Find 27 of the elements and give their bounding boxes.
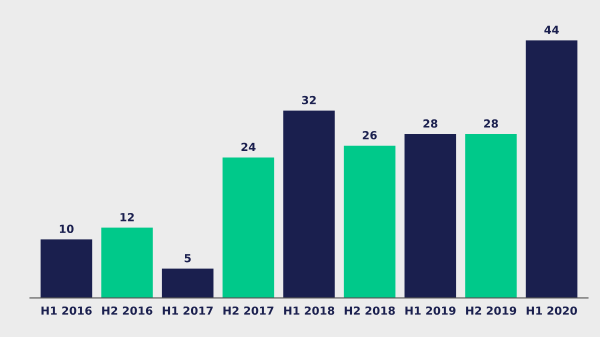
data-label: 26	[362, 131, 377, 140]
bar	[526, 40, 578, 298]
bar	[162, 268, 214, 298]
x-tick-label: H1 2017	[162, 306, 213, 315]
bar	[344, 146, 396, 298]
x-tick-label: H2 2018	[344, 306, 395, 315]
x-tick-label: H2 2016	[102, 306, 152, 315]
data-label: 12	[120, 212, 134, 222]
bar	[283, 110, 335, 298]
bar	[40, 239, 92, 298]
bar	[465, 134, 517, 298]
data-label: 28	[484, 119, 498, 128]
data-label: 5	[184, 254, 191, 262]
x-tick-label: H1 2018	[284, 306, 334, 315]
x-tick-label: H2 2019	[466, 306, 516, 315]
data-label: 32	[302, 96, 316, 104]
bar	[404, 134, 456, 298]
data-label: 28	[423, 119, 438, 128]
x-tick-label: H1 2020	[526, 306, 577, 315]
x-tick-label: H2 2017	[223, 306, 274, 315]
x-tick-label: H1 2019	[405, 306, 456, 315]
x-tick-label: H1 2016	[42, 306, 92, 315]
data-label: 10	[60, 224, 74, 234]
data-label: 44	[544, 26, 559, 34]
bar	[222, 157, 274, 298]
bar	[101, 228, 153, 298]
data-label: 24	[241, 142, 256, 151]
